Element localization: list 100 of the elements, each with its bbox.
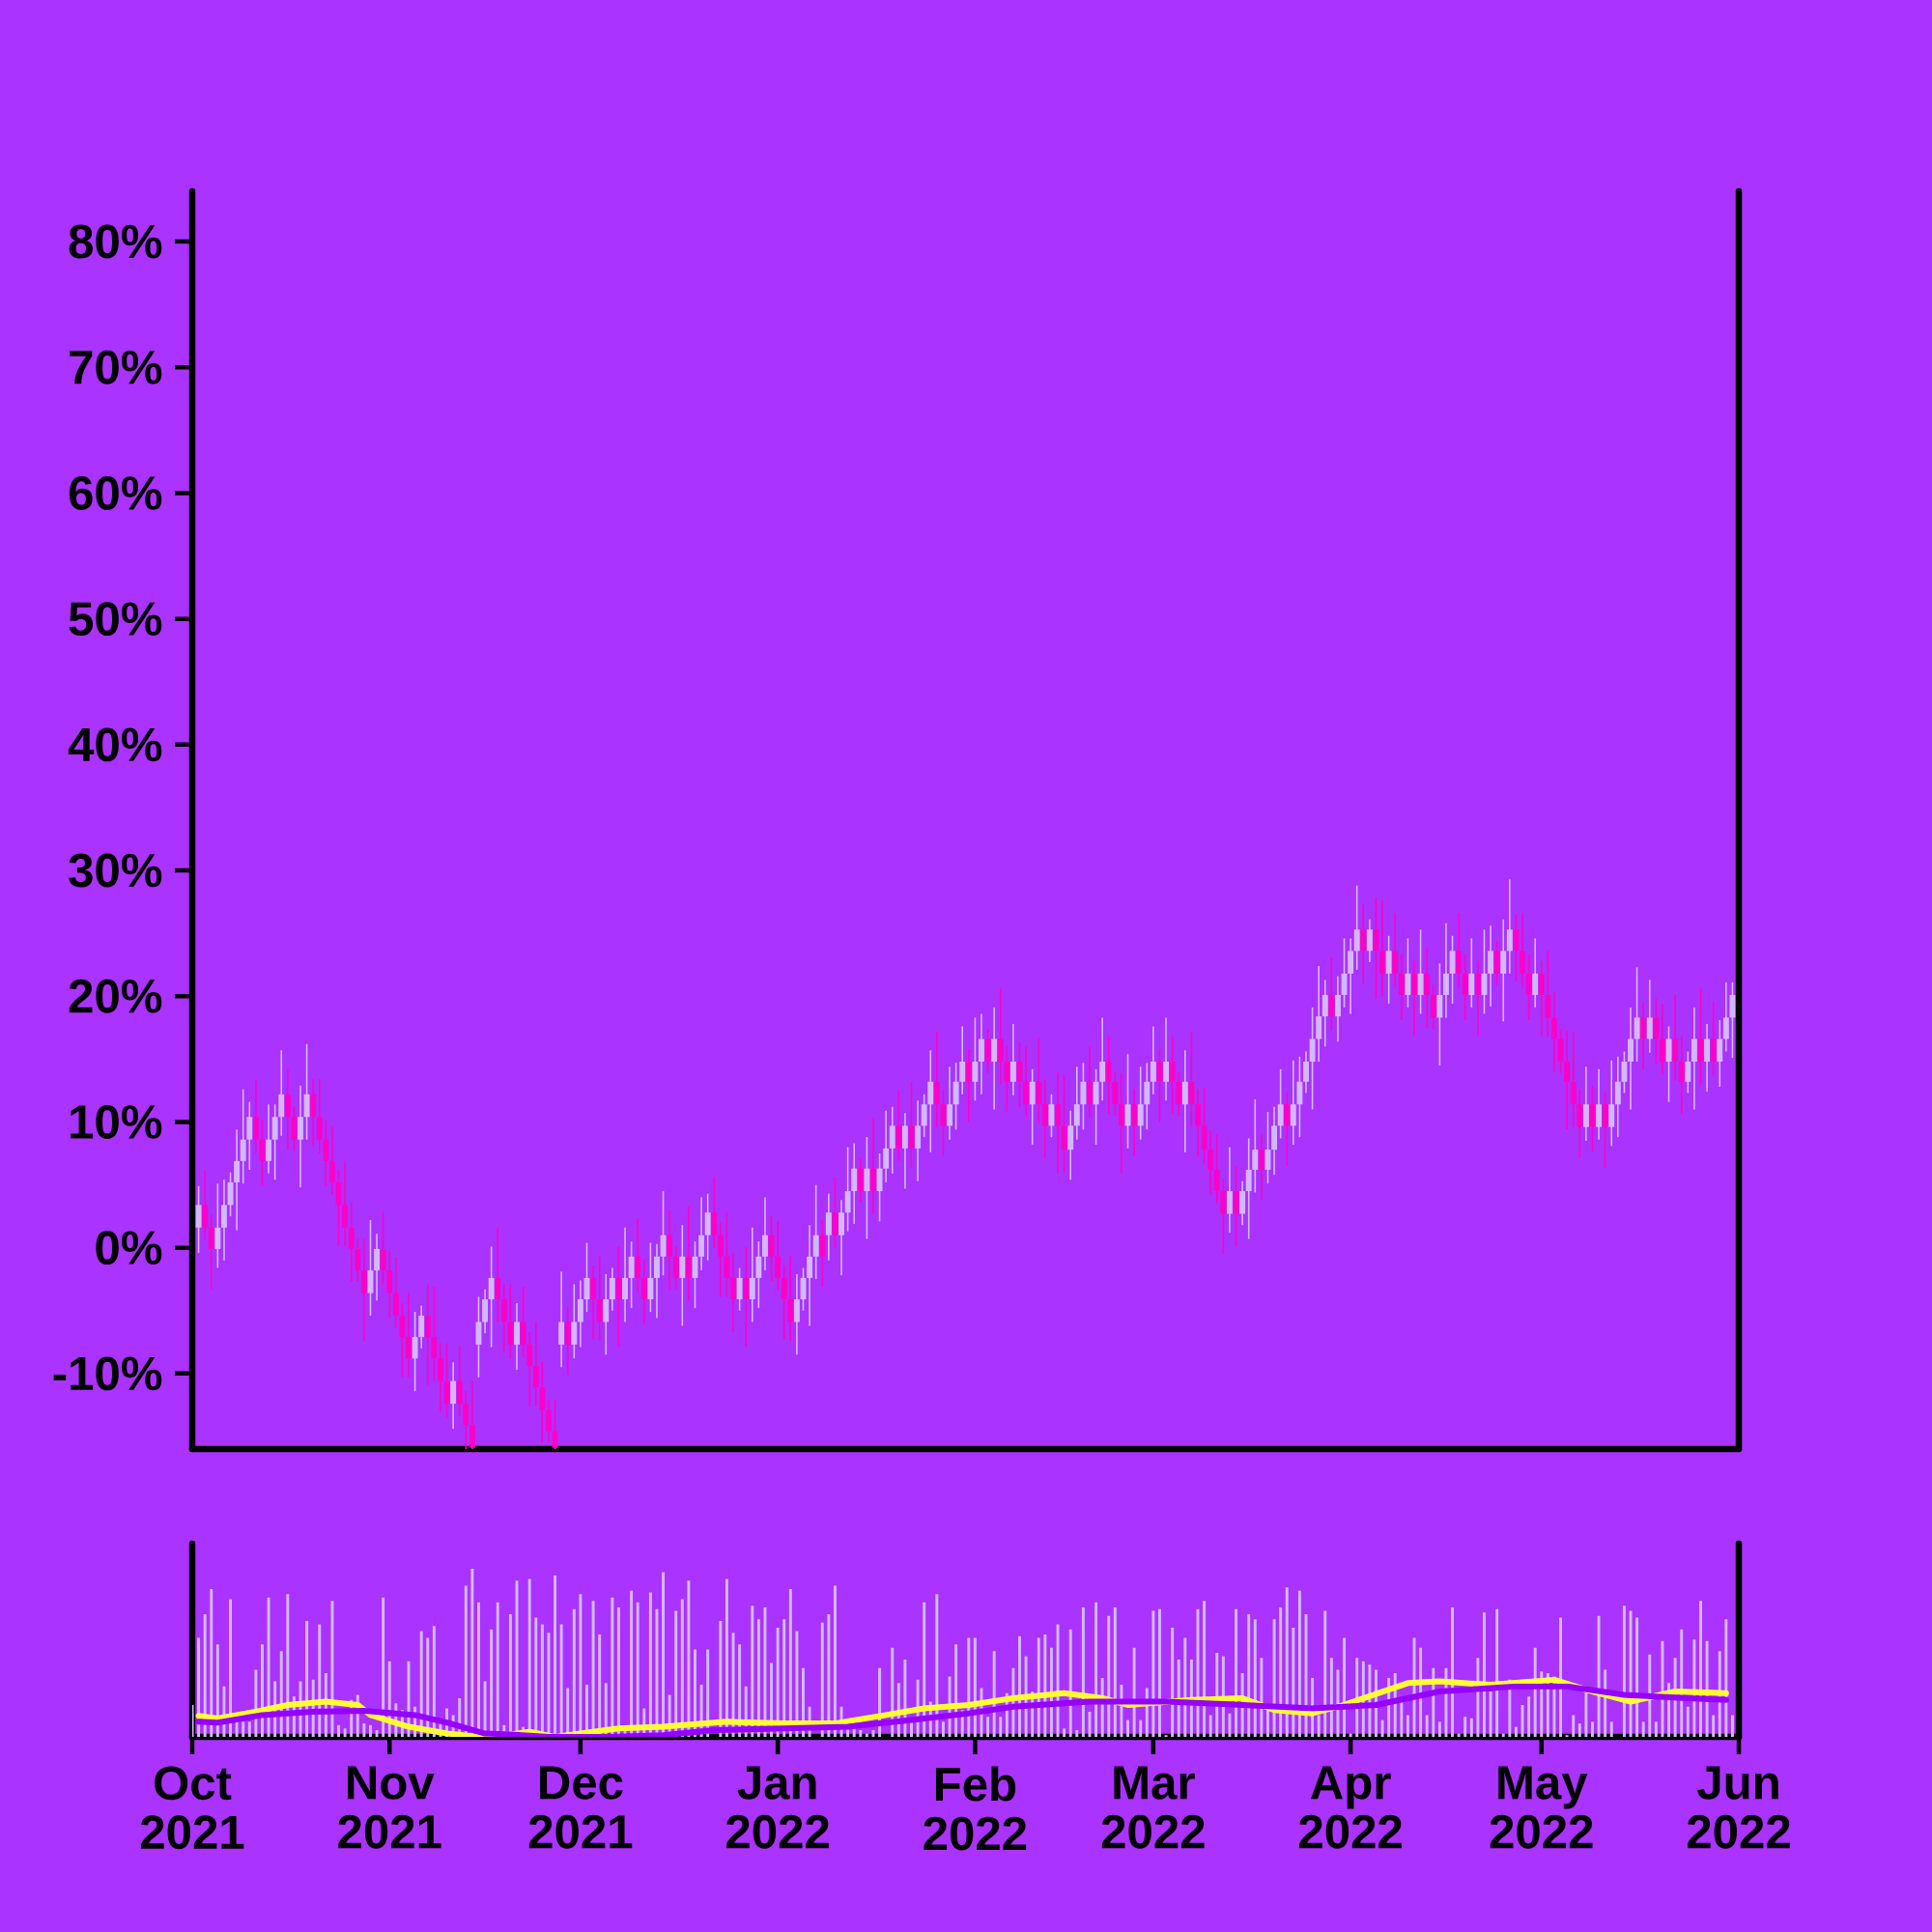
candlestick xyxy=(443,1342,450,1419)
candlestick xyxy=(1608,1059,1615,1148)
bar xyxy=(1482,1612,1486,1738)
candlestick xyxy=(832,1176,838,1249)
candlestick xyxy=(1023,1045,1030,1119)
candlestick xyxy=(1181,1049,1188,1153)
x-tick-label: Nov 2021 xyxy=(338,1766,441,1849)
candlestick xyxy=(640,1258,647,1325)
candlestick xyxy=(838,1199,844,1277)
candlestick xyxy=(424,1283,431,1386)
candlestick xyxy=(717,1221,724,1298)
y-tick-label: 0% xyxy=(96,1231,162,1265)
bar xyxy=(1208,1715,1212,1738)
bar xyxy=(776,1627,780,1738)
candlestick xyxy=(1500,919,1507,1023)
candlestick xyxy=(412,1311,418,1392)
candlestick xyxy=(234,1128,241,1232)
candlestick xyxy=(1621,1050,1628,1094)
candlestick xyxy=(335,1169,342,1246)
x-tick-label: Apr 2022 xyxy=(1299,1766,1402,1849)
candlestick xyxy=(1564,1029,1571,1131)
candlestick xyxy=(901,1112,908,1190)
candlestick xyxy=(1321,979,1328,1048)
candlestick xyxy=(895,1090,902,1162)
candlestick xyxy=(1156,1048,1163,1123)
bar xyxy=(1336,1669,1340,1738)
candlestick xyxy=(450,1361,457,1430)
bar xyxy=(1113,1607,1117,1738)
candlestick xyxy=(386,1250,393,1320)
candlestick xyxy=(1036,1037,1042,1124)
bar xyxy=(1457,1733,1461,1738)
bar xyxy=(1730,1715,1734,1738)
bar xyxy=(1597,1615,1601,1738)
candlestick xyxy=(883,1109,890,1183)
candlestick xyxy=(1316,965,1322,1063)
bar xyxy=(865,1733,868,1738)
candlestick xyxy=(469,1379,475,1449)
candlestick xyxy=(698,1196,705,1271)
bar xyxy=(1203,1601,1207,1738)
candlestick xyxy=(1258,1133,1264,1201)
candlestick xyxy=(775,1220,781,1292)
candlestick xyxy=(298,1084,303,1188)
candlestick xyxy=(1722,981,1729,1053)
bar xyxy=(680,1599,684,1738)
bar xyxy=(827,1614,831,1738)
candlestick xyxy=(972,1016,979,1102)
bar xyxy=(1285,1587,1289,1738)
y-tick-label: 40% xyxy=(68,727,162,762)
candlestick xyxy=(1582,1065,1589,1142)
x-tick-label: Mar 2022 xyxy=(1101,1766,1205,1849)
candlestick xyxy=(743,1245,750,1349)
candlestick xyxy=(328,1124,335,1196)
candlestick xyxy=(1144,1062,1151,1131)
candlestick xyxy=(609,1266,615,1312)
candlestick xyxy=(596,1254,603,1342)
x-tick-label: Jun 2022 xyxy=(1688,1766,1790,1849)
bar xyxy=(1329,1658,1333,1738)
candlestick xyxy=(1252,1098,1259,1194)
bar xyxy=(1279,1607,1283,1738)
candlestick xyxy=(864,1136,870,1240)
bar xyxy=(1584,1691,1588,1738)
bar xyxy=(1425,1715,1429,1738)
candlestick xyxy=(1628,1007,1634,1111)
candlestick xyxy=(647,1241,654,1313)
candlestick xyxy=(571,1283,578,1360)
bar xyxy=(999,1717,1003,1738)
candlestick xyxy=(1456,912,1463,988)
candlestick xyxy=(463,1390,469,1449)
candlestick xyxy=(1309,1007,1316,1111)
candlestick xyxy=(208,1214,214,1291)
x-tick-label: Oct 2021 xyxy=(140,1766,244,1850)
candlestick xyxy=(323,1120,329,1187)
candlestick xyxy=(628,1240,635,1309)
candlestick xyxy=(807,1224,813,1327)
candlestick xyxy=(1462,953,1468,1021)
candlestick xyxy=(749,1227,755,1323)
candlestick xyxy=(1506,878,1513,975)
candlestick xyxy=(1710,1000,1717,1077)
bar xyxy=(267,1597,270,1738)
candlestick xyxy=(1093,1067,1099,1146)
bar xyxy=(1343,1637,1347,1738)
candlestick xyxy=(1392,912,1399,988)
candlestick xyxy=(1303,1050,1309,1094)
candlestick xyxy=(202,1169,209,1241)
y-tick-label: 10% xyxy=(71,1105,162,1139)
y-tick-label: 60% xyxy=(69,476,162,510)
candlestick xyxy=(1131,1088,1138,1157)
bar xyxy=(1501,1733,1505,1738)
bar xyxy=(247,1721,251,1738)
candlestick xyxy=(590,1264,597,1341)
bar xyxy=(788,1588,792,1738)
bar xyxy=(1183,1637,1187,1738)
candlestick xyxy=(545,1399,552,1444)
bar xyxy=(1641,1721,1645,1738)
candlestick xyxy=(1195,1088,1201,1157)
bar xyxy=(330,1601,334,1738)
bar xyxy=(935,1594,939,1738)
bar xyxy=(1075,1730,1079,1738)
bar xyxy=(1469,1718,1473,1738)
bar xyxy=(1648,1654,1652,1738)
